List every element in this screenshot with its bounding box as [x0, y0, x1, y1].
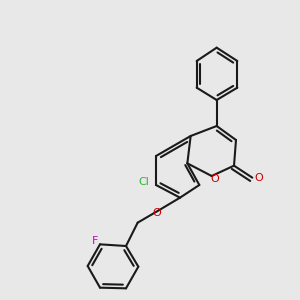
Text: O: O [152, 208, 161, 218]
Text: O: O [210, 174, 219, 184]
Text: F: F [92, 236, 98, 246]
Text: Cl: Cl [138, 177, 149, 187]
Text: O: O [255, 173, 263, 183]
